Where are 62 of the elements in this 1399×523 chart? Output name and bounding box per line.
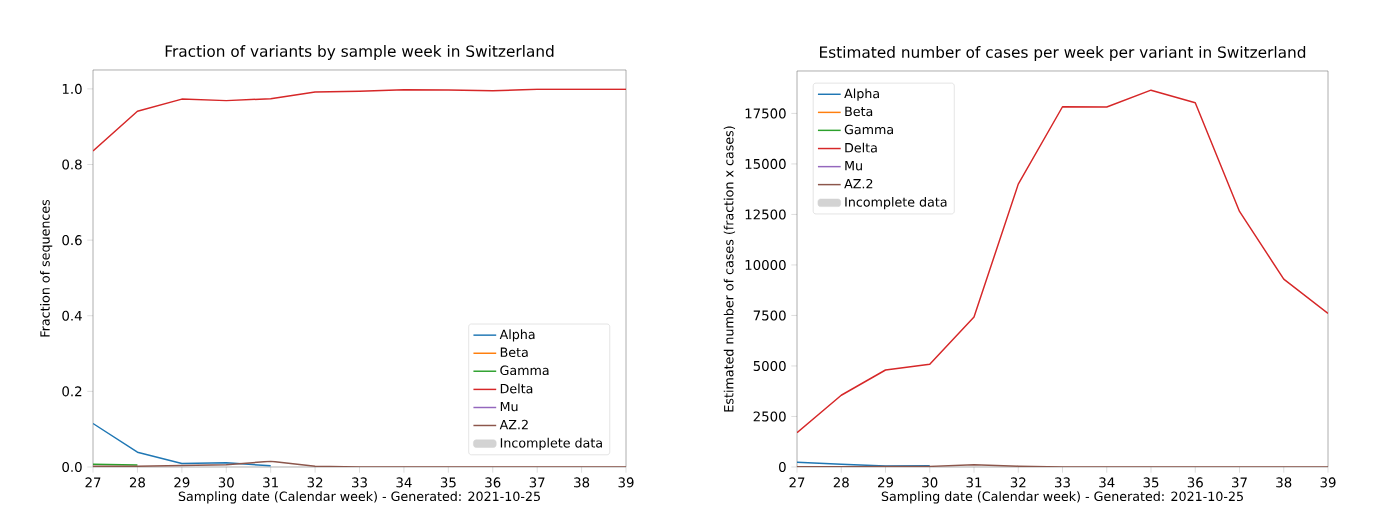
x-tick-label: 31 bbox=[263, 477, 278, 488]
x-tick-label: 39 bbox=[618, 477, 634, 488]
chart-title: Fraction of variants by sample week in Switzerland bbox=[165, 45, 554, 60]
legend-label: Delta bbox=[845, 142, 877, 153]
legend-label: Mu bbox=[845, 161, 862, 171]
legend-label: AZ.2 bbox=[499, 419, 528, 430]
legend-label: Beta bbox=[845, 106, 873, 117]
x-axis-title: Sampling date (Calendar week) - Generated: 2021-10-25 bbox=[881, 491, 1243, 504]
x-tick-label: 27 bbox=[85, 477, 101, 488]
legend-label: Incomplete data bbox=[845, 196, 947, 210]
x-tick-label: 32 bbox=[307, 477, 323, 488]
x-tick-label: 30 bbox=[218, 477, 234, 488]
legend-label: Gamma bbox=[500, 365, 549, 376]
x-tick-label: 36 bbox=[485, 477, 501, 488]
y-axis-title: Estimated number of cases (fraction x cases) bbox=[723, 126, 736, 412]
x-tick-label: 32 bbox=[1010, 477, 1026, 488]
x-tick-label: 33 bbox=[352, 477, 367, 488]
x-tick-label: 36 bbox=[1187, 477, 1203, 488]
x-tick-label: 34 bbox=[396, 477, 412, 488]
legend-label: Gamma bbox=[844, 124, 893, 135]
y-axis-title: Fraction of sequences bbox=[40, 199, 53, 337]
x-tick-label: 29 bbox=[878, 477, 894, 488]
legend-label: Beta bbox=[500, 347, 528, 358]
y-tick-label: 5000 bbox=[753, 360, 786, 372]
legend-label: Alpha bbox=[844, 88, 879, 101]
y-tick-label: 0.2 bbox=[62, 386, 82, 397]
y-tick-label: 0 bbox=[779, 461, 786, 473]
y-tick-label: 7500 bbox=[753, 310, 786, 321]
x-tick-label: 30 bbox=[922, 477, 938, 488]
x-tick-label: 34 bbox=[1099, 477, 1115, 488]
y-tick-label: 1.0 bbox=[62, 83, 82, 94]
x-tick-label: 33 bbox=[1055, 477, 1070, 488]
y-tick-label: 0.0 bbox=[62, 461, 82, 473]
y-tick-label: 15000 bbox=[745, 158, 786, 169]
chart-title: Estimated number of cases per week per variant in Switzerland bbox=[820, 46, 1306, 61]
y-tick-label: 0.8 bbox=[62, 159, 82, 170]
x-tick-label: 37 bbox=[1232, 477, 1247, 488]
legend-label: AZ.2 bbox=[844, 178, 873, 189]
line-series bbox=[797, 89, 1328, 434]
line-series bbox=[93, 422, 272, 467]
x-tick-label: 28 bbox=[129, 477, 145, 488]
legend-label: Incomplete data bbox=[500, 437, 602, 451]
legend-label: Mu bbox=[500, 401, 518, 412]
x-tick-label: 28 bbox=[833, 477, 849, 488]
x-tick-label: 35 bbox=[1143, 477, 1159, 488]
x-tick-label: 31 bbox=[966, 477, 982, 488]
y-tick-label: 0.6 bbox=[62, 235, 82, 246]
y-tick-label: 17500 bbox=[745, 108, 786, 119]
y-tick-label: 12500 bbox=[745, 209, 786, 220]
x-tick-label: 37 bbox=[529, 477, 545, 488]
x-tick-label: 35 bbox=[440, 477, 456, 488]
x-tick-label: 27 bbox=[789, 477, 805, 488]
y-tick-label: 10000 bbox=[745, 259, 786, 270]
x-axis-title: Sampling date (Calendar week) - Generated: 2021-10-25 bbox=[178, 491, 540, 504]
x-tick-label: 29 bbox=[174, 477, 190, 488]
legend-label: Alpha bbox=[499, 329, 535, 342]
x-tick-label: 38 bbox=[574, 477, 590, 488]
x-tick-label: 38 bbox=[1276, 477, 1292, 488]
x-tick-label: 39 bbox=[1320, 477, 1336, 488]
y-tick-label: 2500 bbox=[753, 411, 786, 422]
y-tick-label: 0.4 bbox=[62, 310, 82, 321]
legend-label: Delta bbox=[500, 383, 533, 394]
